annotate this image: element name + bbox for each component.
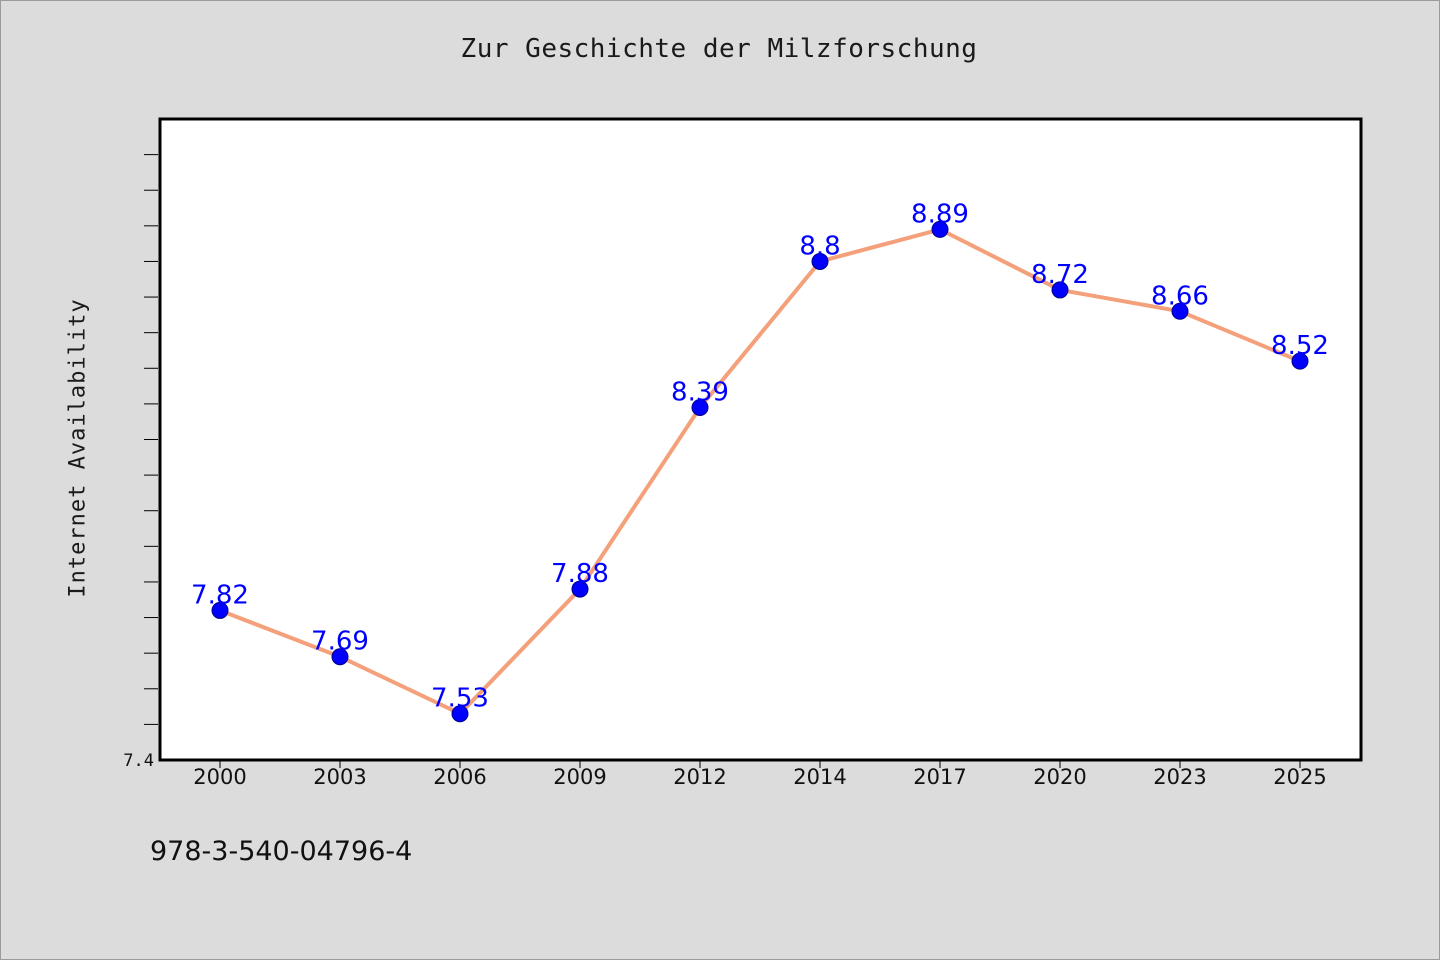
data-label: 8.8 xyxy=(799,231,840,261)
x-tick-label: 2006 xyxy=(433,765,486,789)
series-group xyxy=(211,220,1309,723)
data-label: 7.69 xyxy=(311,627,369,657)
data-point xyxy=(571,580,589,598)
series-line xyxy=(218,227,1302,716)
data-point xyxy=(1051,281,1069,299)
data-label: 7.53 xyxy=(431,684,489,714)
isbn-footnote: 978-3-540-04796-4 xyxy=(150,836,413,867)
data-label: 8.52 xyxy=(1271,331,1329,361)
x-tick-label: 2017 xyxy=(913,765,966,789)
x-tick-label: 2025 xyxy=(1273,765,1326,789)
data-label: 8.89 xyxy=(911,199,969,229)
y-ticks: 7.4 xyxy=(123,154,158,771)
y-tick-label: 7.4 xyxy=(123,751,154,771)
data-label: 7.88 xyxy=(551,559,609,589)
data-point xyxy=(931,220,949,238)
plot-area xyxy=(158,117,1363,762)
data-point xyxy=(211,601,229,619)
data-labels: 7.82 7.69 7.53 7.88 8.39 8.8 8.89 8.72 8.66 8.52 xyxy=(191,199,1329,713)
x-tick-label: 2020 xyxy=(1033,765,1086,789)
data-label: 8.66 xyxy=(1151,281,1209,311)
data-point xyxy=(1291,352,1309,370)
data-label: 7.82 xyxy=(191,580,249,610)
x-tick-label: 2009 xyxy=(553,765,606,789)
data-point xyxy=(811,252,829,270)
data-point xyxy=(1171,302,1189,320)
data-label: 8.39 xyxy=(671,377,729,407)
chart-title: Zur Geschichte der Milzforschung xyxy=(460,34,978,64)
data-point xyxy=(331,648,349,666)
data-label: 8.72 xyxy=(1031,260,1089,290)
x-tick-label: 2003 xyxy=(313,765,366,789)
x-tick-label: 2012 xyxy=(673,765,726,789)
data-point xyxy=(451,705,469,723)
x-ticks: 2000 2003 2006 2009 2012 2014 2017 2020 2023 2025 xyxy=(193,761,1327,789)
data-point xyxy=(691,398,709,416)
x-tick-label: 2023 xyxy=(1153,765,1206,789)
x-tick-label: 2000 xyxy=(193,765,246,789)
x-tick-label: 2014 xyxy=(793,765,846,789)
